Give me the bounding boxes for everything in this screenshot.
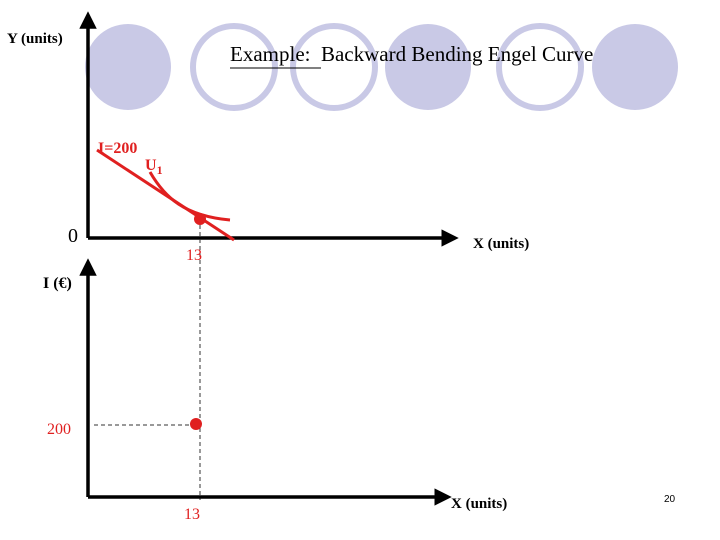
bottom-y-axis-label: I (€) xyxy=(43,275,72,292)
page-number: 20 xyxy=(664,494,676,505)
origin-label: 0 xyxy=(68,225,78,247)
title-prefix: Example: xyxy=(230,42,311,66)
top-x-tick-label: 13 xyxy=(186,247,202,264)
indifference-curve-u1 xyxy=(148,171,231,222)
slide-title: Example: Backward Bending Engel Curve xyxy=(230,42,593,67)
decor-circle-ring xyxy=(290,23,378,111)
engel-point xyxy=(190,418,202,430)
indifference-label: U1 xyxy=(145,157,163,178)
top-x-axis-label: X (units) xyxy=(473,236,530,252)
indifference-label-sub: 1 xyxy=(156,163,163,178)
budget-label: I=200 xyxy=(98,140,138,157)
decor-circle-filled xyxy=(385,24,471,110)
bottom-y-tick-label: 200 xyxy=(47,421,71,438)
decorative-circles xyxy=(85,23,678,111)
bottom-x-tick-label: 13 xyxy=(184,506,200,523)
title-rest: Backward Bending Engel Curve xyxy=(320,42,594,66)
top-y-axis-label: Y (units) xyxy=(7,31,63,47)
decor-circle-ring xyxy=(496,23,584,111)
bottom-x-axis-label: X (units) xyxy=(451,496,508,512)
indifference-label-main: U xyxy=(145,157,157,174)
decor-circle-filled xyxy=(85,24,171,110)
decor-circle-filled xyxy=(592,24,678,110)
decor-circle-ring xyxy=(190,23,278,111)
top-optimum-point xyxy=(194,213,206,225)
